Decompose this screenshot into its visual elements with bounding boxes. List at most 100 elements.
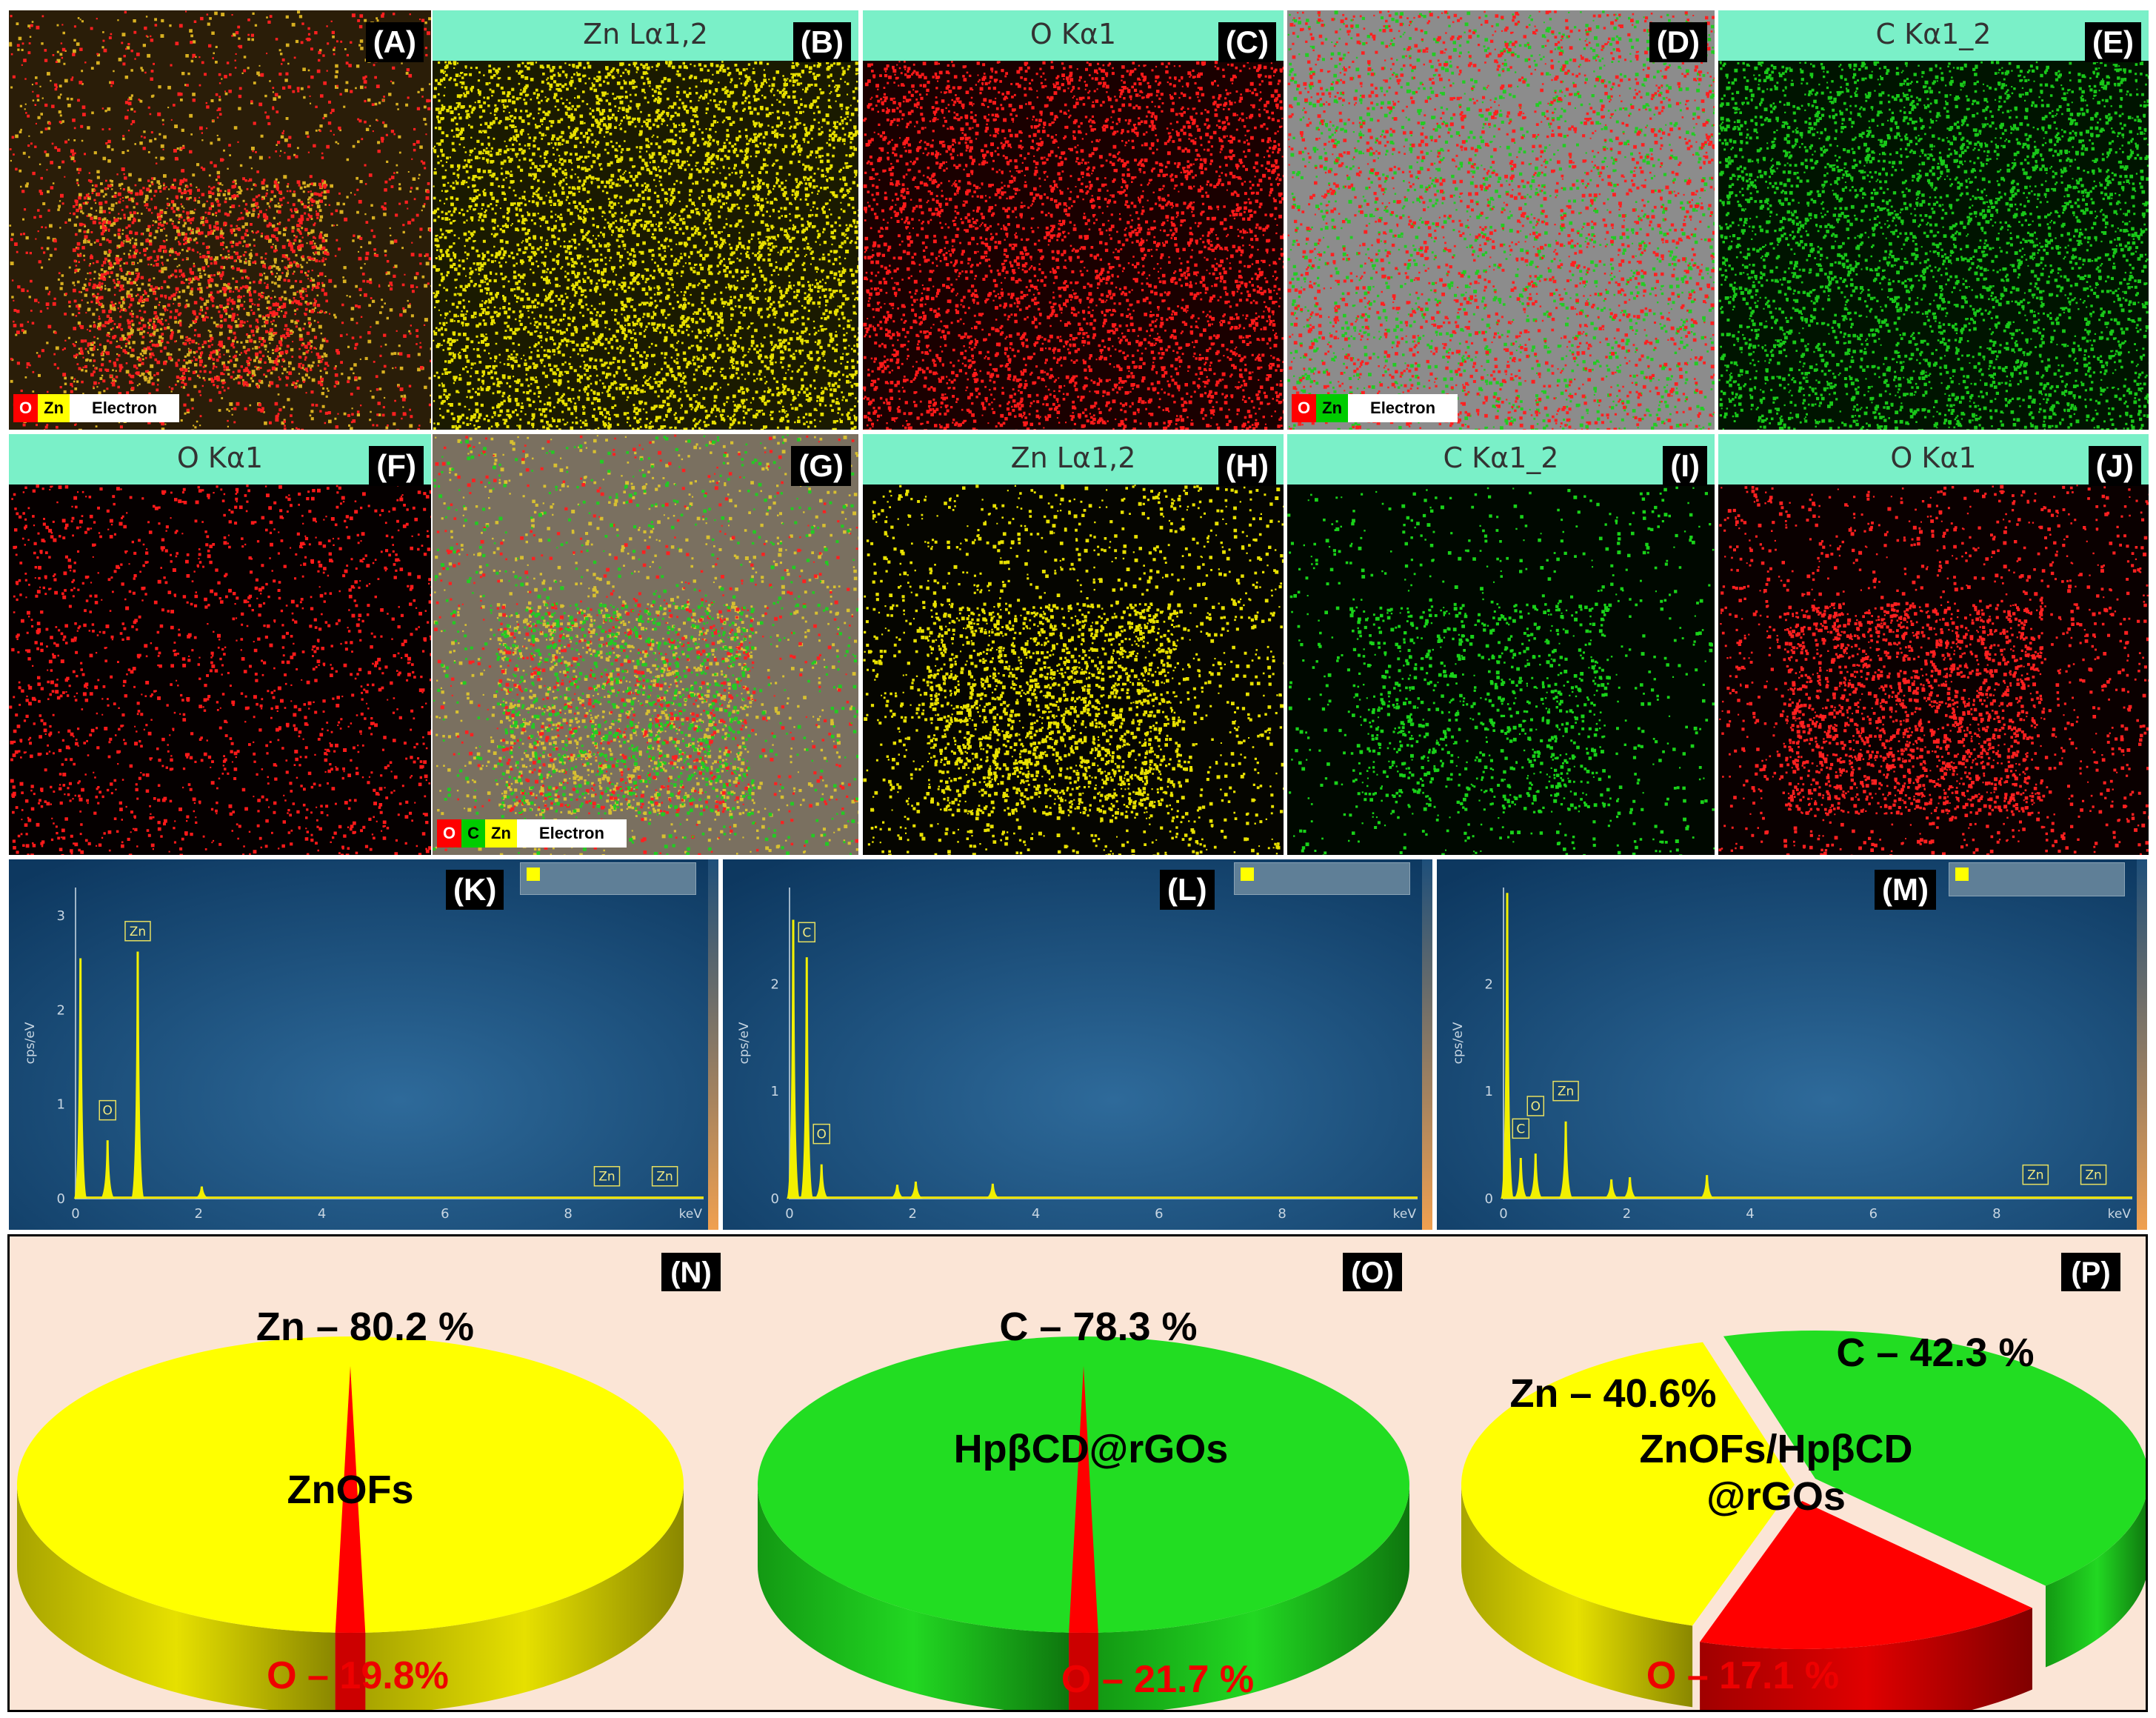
svg-text:C: C bbox=[802, 925, 811, 940]
peak-label: Zn bbox=[2080, 1164, 2107, 1185]
peak-label: Zn bbox=[651, 1165, 678, 1187]
wt-cell bbox=[580, 888, 633, 890]
y-tick-label: 1 bbox=[57, 1097, 65, 1113]
map-legend-item: Zn bbox=[485, 819, 517, 848]
center-label: ZnOFs/HpβCD @rGOs bbox=[1640, 1427, 1913, 1519]
slice-label: C – 78.3 % bbox=[999, 1305, 1197, 1349]
panel-letter: (J) bbox=[2088, 446, 2141, 486]
svg-text:O: O bbox=[103, 1104, 113, 1119]
panel-letter: (A) bbox=[365, 22, 424, 62]
slice-label: Zn – 80.2 % bbox=[256, 1305, 474, 1349]
spectrum-peak bbox=[130, 951, 144, 1199]
pie-slice-side bbox=[2045, 1479, 2149, 1668]
spectrum-baseline bbox=[790, 1196, 1418, 1199]
x-tick-label: 4 bbox=[318, 1206, 326, 1222]
element-cell bbox=[1955, 890, 2009, 891]
map-header: C Kα1_2 bbox=[1718, 10, 2149, 61]
panel-letter: (I) bbox=[1663, 446, 1707, 486]
composition-pies: (N) (O) (P) Zn – 80.2 % ZnOFs O – 19.8% C – 78… bbox=[16, 1253, 2149, 1718]
map-legend-item: Zn bbox=[38, 394, 70, 422]
svg-text:O: O bbox=[817, 1128, 827, 1142]
map-dots bbox=[1287, 486, 1715, 855]
spectrum-peak bbox=[814, 1164, 830, 1199]
spectrum-peak bbox=[73, 958, 87, 1199]
svg-text:O: O bbox=[1531, 1099, 1541, 1114]
map-dots bbox=[863, 61, 1284, 430]
eds-map-I: C Kα1_2 (I) bbox=[1287, 434, 1715, 855]
x-tick-label: 0 bbox=[1499, 1206, 1507, 1222]
peak-label: Zn bbox=[1552, 1080, 1579, 1102]
y-tick-label: 2 bbox=[771, 976, 779, 992]
wt-cell bbox=[2009, 890, 2062, 891]
x-tick-label: 2 bbox=[195, 1206, 203, 1222]
eds-spectrum: 0 1 2 0 2 4 6 8 cps/eV keV C O (L) bbox=[723, 859, 1432, 1230]
pie-slice-side bbox=[17, 1485, 336, 1714]
spectrum-peak bbox=[100, 1140, 116, 1199]
map-dots bbox=[1718, 485, 2149, 855]
map-header: O Kα1 bbox=[1718, 434, 2149, 485]
svg-text:C: C bbox=[1516, 1122, 1525, 1136]
pie-slice bbox=[1461, 1342, 1795, 1626]
panel-letter: (K) bbox=[446, 870, 504, 910]
spectrum-peak bbox=[890, 1185, 905, 1199]
spectrum-peak bbox=[985, 1183, 1001, 1199]
eds-spectrum: 0 1 2 3 0 2 4 6 8 cps/eV keV Zn O Zn Zn (K) bbox=[9, 859, 718, 1230]
x-axis-label: keV bbox=[2108, 1207, 2132, 1222]
panel-letter-bg bbox=[1343, 1253, 1402, 1291]
map-legend-item: Electron bbox=[516, 819, 627, 848]
pie-slice-side bbox=[1069, 1632, 1098, 1714]
map-dots bbox=[863, 485, 1284, 855]
spectrum-legend bbox=[520, 862, 696, 895]
eds-map-E: C Kα1_2 (E) bbox=[1718, 10, 2149, 430]
center-label: ZnOFs bbox=[287, 1468, 414, 1512]
slice-label: O – 21.7 % bbox=[1061, 1658, 1254, 1701]
y-tick-label: 0 bbox=[771, 1191, 779, 1207]
pie-slice-side bbox=[1098, 1485, 1409, 1714]
map-header: C Kα1_2 bbox=[1287, 434, 1715, 485]
map-legend-item: O bbox=[437, 819, 462, 848]
map-dots bbox=[9, 485, 431, 855]
peak-label: C bbox=[1512, 1118, 1530, 1139]
wt-cell bbox=[1294, 888, 1347, 890]
x-tick-label: 0 bbox=[71, 1206, 79, 1222]
wt-table bbox=[1955, 885, 2063, 891]
map-header: Zn Lα1,2 bbox=[433, 10, 858, 61]
spectrum-peak bbox=[1500, 893, 1514, 1199]
svg-text:Zn: Zn bbox=[130, 925, 146, 939]
center-label: HpβCD@rGOs bbox=[954, 1427, 1229, 1471]
panel-letter: (F) bbox=[369, 446, 424, 486]
eds-map-A: (A) O Zn Electron bbox=[9, 10, 431, 430]
peak-label: Zn bbox=[2022, 1164, 2049, 1185]
eds-spectrum: 0 1 2 0 2 4 6 8 cps/eV keV C O Zn Zn Zn (M) bbox=[1437, 859, 2147, 1230]
map-legend-item: Electron bbox=[70, 394, 180, 422]
spectrum-peak bbox=[1528, 1153, 1543, 1199]
spectrum-legend bbox=[1949, 862, 2125, 896]
svg-text:Zn: Zn bbox=[2027, 1168, 2043, 1183]
spectrum-baseline bbox=[76, 1196, 704, 1199]
spectrum-peak bbox=[1513, 1157, 1529, 1199]
slice-label: Zn – 40.6% bbox=[1509, 1371, 1716, 1416]
eds-map-G: (G) O C Zn Electron bbox=[433, 434, 858, 855]
slice-label: C – 42.3 % bbox=[1836, 1331, 2034, 1375]
eds-map-C: O Kα1 (C) bbox=[863, 10, 1284, 430]
spectrum-plot: 0 1 2 0 2 4 6 8 cps/eV keV CO Zn Zn Zn bbox=[1437, 859, 2147, 1230]
legend-swatch bbox=[1955, 868, 1969, 881]
panel-letter: (B) bbox=[792, 22, 851, 62]
peak-label: C bbox=[798, 922, 816, 943]
map-dots bbox=[1718, 61, 2149, 430]
eds-map-B: Zn Lα1,2 (B) bbox=[433, 10, 858, 430]
map-legend: O C Zn Electron bbox=[437, 819, 627, 848]
pie-slice bbox=[1700, 1501, 2032, 1649]
eds-map-F: O Kα1 (F) bbox=[9, 434, 431, 855]
legend-swatch bbox=[527, 868, 540, 881]
x-tick-label: 6 bbox=[1869, 1206, 1878, 1222]
element-cell bbox=[1241, 888, 1294, 890]
y-tick-label: 3 bbox=[57, 908, 65, 924]
legend-swatch bbox=[1241, 868, 1254, 881]
wt-table bbox=[527, 885, 635, 890]
y-tick-label: 2 bbox=[57, 1002, 65, 1018]
wt-table bbox=[1241, 885, 1349, 890]
panel-letter: (H) bbox=[1218, 446, 1276, 486]
y-tick-label: 1 bbox=[1485, 1084, 1493, 1099]
map-legend-item: Electron bbox=[1348, 394, 1458, 422]
